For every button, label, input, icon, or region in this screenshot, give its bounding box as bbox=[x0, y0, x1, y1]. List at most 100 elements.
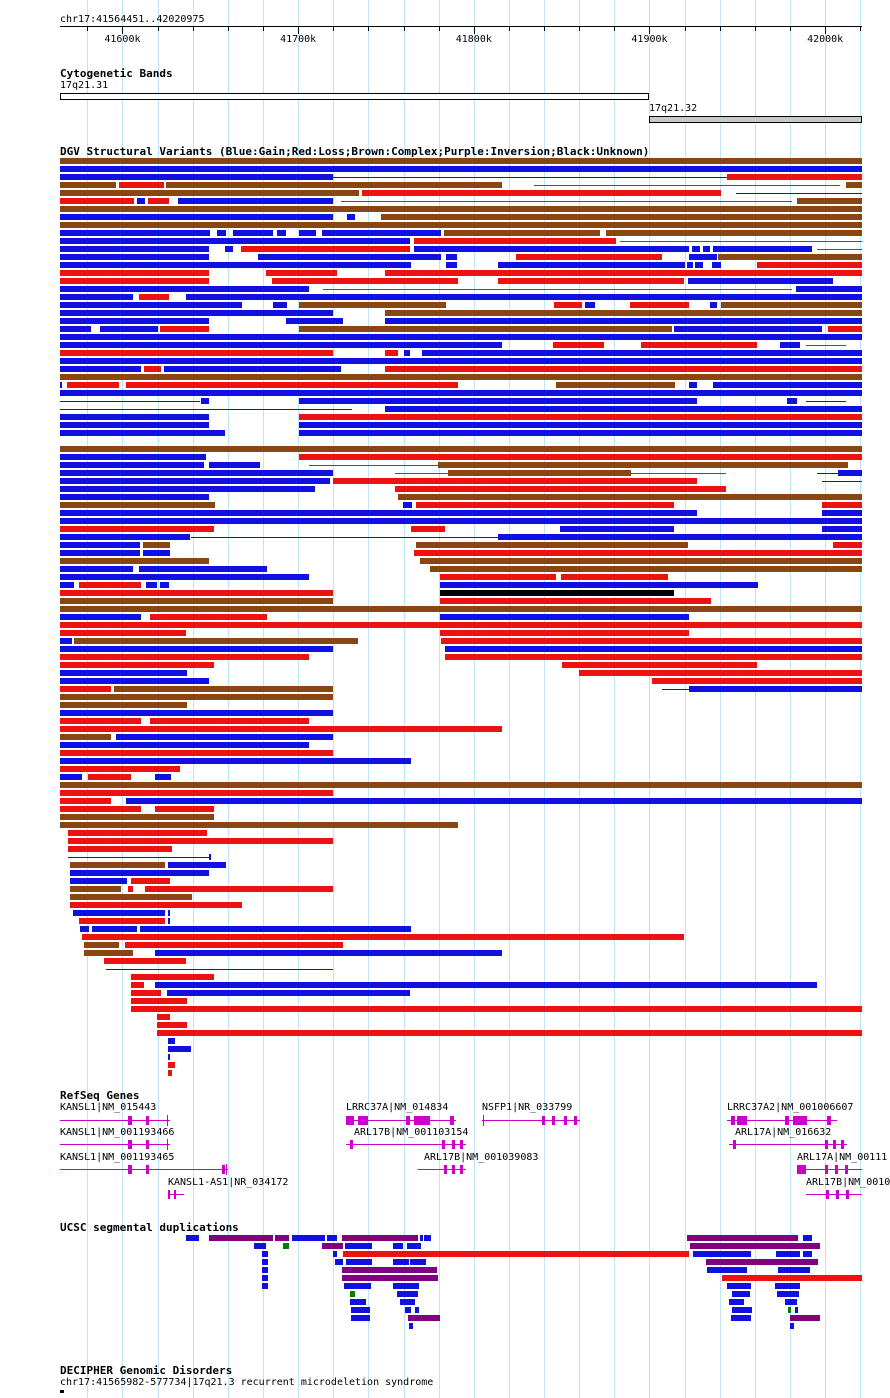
dgv-variant[interactable] bbox=[145, 886, 333, 892]
dgv-variant[interactable] bbox=[60, 214, 333, 220]
dgv-variant[interactable] bbox=[620, 241, 862, 242]
dgv-variant[interactable] bbox=[60, 822, 458, 828]
segdup-feature[interactable] bbox=[409, 1323, 413, 1329]
dgv-variant[interactable] bbox=[178, 198, 333, 204]
gene-label-arl17b-1[interactable]: ARL17B|NM_001103154 bbox=[354, 1127, 469, 1138]
dgv-variant[interactable] bbox=[139, 566, 267, 572]
dgv-variant[interactable] bbox=[60, 814, 214, 820]
segdup-feature[interactable] bbox=[283, 1243, 289, 1249]
dgv-variant[interactable] bbox=[60, 478, 330, 484]
dgv-variant[interactable] bbox=[60, 806, 141, 812]
dgv-variant[interactable] bbox=[445, 654, 862, 660]
dgv-variant[interactable] bbox=[155, 806, 214, 812]
dgv-variant[interactable] bbox=[662, 689, 689, 690]
dgv-variant[interactable] bbox=[60, 166, 862, 172]
segdup-feature[interactable] bbox=[405, 1307, 411, 1313]
dgv-variant[interactable] bbox=[534, 185, 840, 186]
dgv-variant[interactable] bbox=[70, 894, 192, 900]
dgv-variant[interactable] bbox=[60, 630, 186, 636]
dgv-variant[interactable] bbox=[780, 342, 800, 348]
dgv-variant[interactable] bbox=[125, 942, 343, 948]
segdup-feature[interactable] bbox=[407, 1243, 421, 1249]
dgv-variant[interactable] bbox=[60, 686, 111, 692]
dgv-variant[interactable] bbox=[498, 262, 685, 268]
dgv-variant[interactable] bbox=[689, 382, 697, 388]
dgv-variant[interactable] bbox=[689, 254, 717, 260]
gene-arl17b-nm-001039083[interactable] bbox=[418, 1163, 466, 1175]
dgv-variant[interactable] bbox=[713, 382, 862, 388]
dgv-variant[interactable] bbox=[155, 982, 817, 988]
dgv-variant[interactable] bbox=[60, 558, 209, 564]
dgv-variant[interactable] bbox=[721, 302, 862, 308]
segdup-track-title[interactable]: UCSC segmental duplications bbox=[60, 1221, 239, 1234]
gene-arl17b-nm-0010[interactable] bbox=[806, 1188, 862, 1200]
dgv-variant[interactable] bbox=[822, 481, 862, 482]
dgv-variant[interactable] bbox=[440, 598, 711, 604]
dgv-variant[interactable] bbox=[168, 1038, 175, 1044]
dgv-variant[interactable] bbox=[155, 774, 171, 780]
dgv-variant[interactable] bbox=[416, 502, 674, 508]
dgv-variant[interactable] bbox=[68, 838, 333, 844]
dgv-variant[interactable] bbox=[157, 1022, 187, 1028]
dgv-variant[interactable] bbox=[404, 350, 410, 356]
dgv-variant[interactable] bbox=[60, 414, 209, 420]
dgv-variant[interactable] bbox=[403, 502, 412, 508]
dgv-variant[interactable] bbox=[695, 262, 703, 268]
dgv-variant[interactable] bbox=[168, 910, 170, 916]
dgv-variant[interactable] bbox=[60, 694, 333, 700]
gene-arl17a-nm-00111[interactable] bbox=[797, 1163, 862, 1175]
segdup-feature[interactable] bbox=[693, 1251, 751, 1257]
dgv-variant[interactable] bbox=[60, 486, 315, 492]
dgv-variant[interactable] bbox=[70, 902, 242, 908]
dgv-variant[interactable] bbox=[84, 950, 133, 956]
dgv-variant[interactable] bbox=[385, 406, 862, 412]
segdup-feature[interactable] bbox=[732, 1307, 752, 1313]
dgv-variant[interactable] bbox=[385, 350, 398, 356]
dgv-variant[interactable] bbox=[60, 702, 187, 708]
dgv-variant[interactable] bbox=[299, 230, 316, 236]
dgv-variant[interactable] bbox=[687, 262, 693, 268]
dgv-variant[interactable] bbox=[817, 473, 862, 474]
dgv-variant[interactable] bbox=[277, 230, 286, 236]
dgv-variant[interactable] bbox=[713, 246, 812, 252]
dgv-variant[interactable] bbox=[131, 1006, 862, 1012]
dgv-variant[interactable] bbox=[398, 494, 862, 500]
dgv-variant[interactable] bbox=[131, 982, 144, 988]
dgv-variant[interactable] bbox=[333, 177, 727, 178]
gene-label-kansl1-1[interactable]: KANSL1|NM_015443 bbox=[60, 1102, 157, 1113]
segdup-feature[interactable] bbox=[727, 1283, 751, 1289]
dgv-variant[interactable] bbox=[309, 465, 848, 466]
cytoband-17q21-31[interactable] bbox=[60, 93, 649, 100]
dgv-variant[interactable] bbox=[787, 398, 797, 404]
dgv-variant[interactable] bbox=[70, 862, 165, 868]
dgv-variant[interactable] bbox=[186, 294, 862, 300]
dgv-variant[interactable] bbox=[347, 214, 355, 220]
dgv-variant[interactable] bbox=[652, 678, 862, 684]
dgv-variant[interactable] bbox=[60, 622, 862, 628]
dgv-variant[interactable] bbox=[422, 350, 862, 356]
dgv-variant[interactable] bbox=[554, 302, 582, 308]
dgv-variant[interactable] bbox=[60, 582, 74, 588]
cytoband-17q21-32[interactable] bbox=[649, 116, 862, 123]
dgv-variant[interactable] bbox=[60, 286, 309, 292]
dgv-variant[interactable] bbox=[167, 990, 410, 996]
dgv-variant[interactable] bbox=[60, 766, 180, 772]
gene-kansl1-as1-nr-034172[interactable] bbox=[168, 1188, 184, 1200]
dgv-variant[interactable] bbox=[60, 758, 411, 764]
dgv-variant[interactable] bbox=[60, 409, 352, 410]
segdup-feature[interactable] bbox=[351, 1307, 370, 1313]
dgv-variant[interactable] bbox=[209, 462, 260, 468]
dgv-variant[interactable] bbox=[416, 542, 688, 548]
segdup-feature[interactable] bbox=[722, 1275, 862, 1281]
dgv-variant[interactable] bbox=[217, 230, 226, 236]
dgv-variant[interactable] bbox=[139, 294, 169, 300]
segdup-feature[interactable] bbox=[327, 1235, 337, 1241]
segdup-feature[interactable] bbox=[400, 1299, 415, 1305]
segdup-feature[interactable] bbox=[732, 1291, 750, 1297]
dgv-variant[interactable] bbox=[157, 1030, 862, 1036]
dgv-variant[interactable] bbox=[60, 606, 862, 612]
dgv-variant[interactable] bbox=[60, 510, 697, 516]
dgv-variant[interactable] bbox=[128, 886, 133, 892]
dgv-variant[interactable] bbox=[806, 401, 846, 402]
decipher-track-title[interactable]: DECIPHER Genomic Disorders bbox=[60, 1364, 233, 1377]
